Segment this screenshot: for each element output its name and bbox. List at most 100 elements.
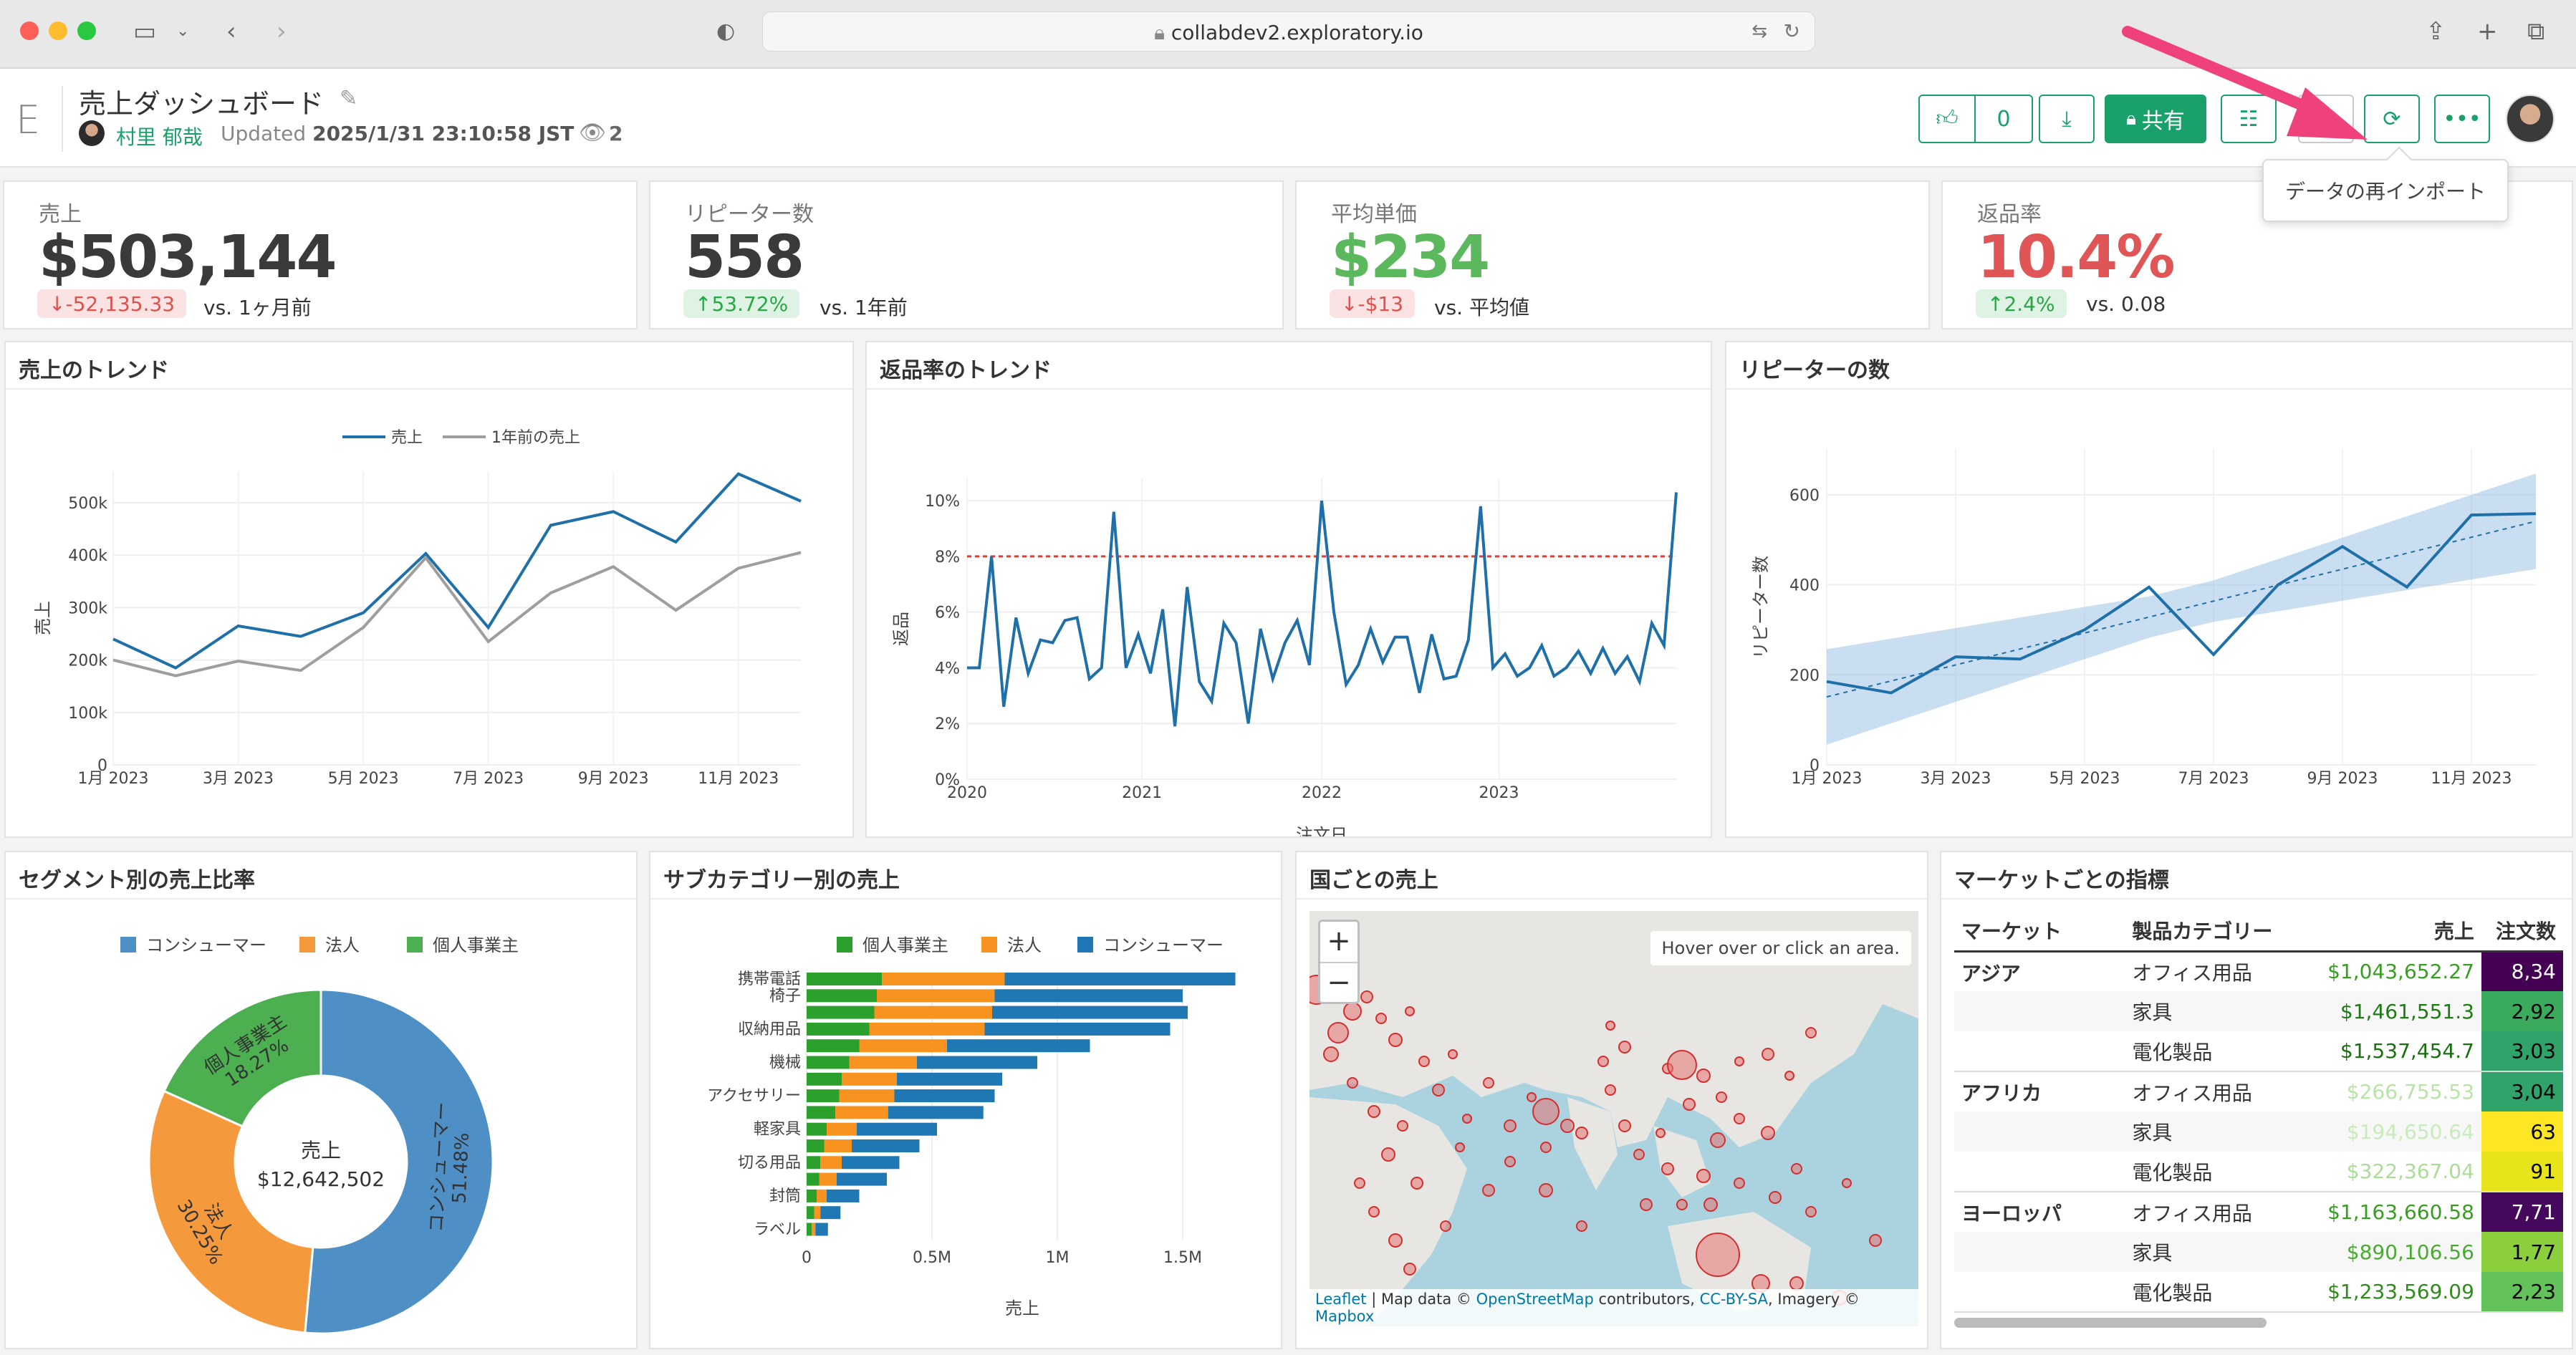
bar-segment bbox=[807, 973, 882, 985]
tab-overview-icon[interactable]: ⧉ bbox=[2527, 17, 2545, 46]
bar-segment bbox=[815, 1223, 828, 1236]
user-avatar[interactable] bbox=[2506, 95, 2555, 143]
land-eurasia bbox=[1309, 911, 1918, 1147]
column-header-category[interactable]: 製品カテゴリー bbox=[2125, 911, 2304, 953]
zoom-in-button[interactable]: + bbox=[1327, 925, 1351, 958]
like-count: 0 bbox=[1996, 106, 2011, 132]
orders-cell: 1,77 bbox=[2481, 1232, 2563, 1272]
kpi-card-sales[interactable]: 売上 $503,144 ↓ -52,135.33 vs. 1ヶ月前 bbox=[3, 180, 638, 329]
bar-segment bbox=[994, 989, 1183, 1003]
column-header-sales[interactable]: 売上 bbox=[2303, 911, 2481, 953]
like-button[interactable]: 👍︎ 0 bbox=[1918, 95, 2033, 143]
download-button[interactable]: ⤓ bbox=[2039, 95, 2095, 143]
sales-cell: $1,461,551.3 bbox=[2340, 999, 2474, 1023]
x-tick-label: 2021 bbox=[1122, 784, 1162, 802]
reimport-button[interactable]: ⟳ bbox=[2364, 95, 2420, 143]
sales-cell: $322,367.04 bbox=[2303, 1152, 2481, 1192]
more-button[interactable]: ••• bbox=[2434, 95, 2490, 143]
leaflet-link[interactable]: Leaflet bbox=[1315, 1291, 1367, 1308]
orders-cell: 63 bbox=[2481, 1112, 2563, 1152]
series-line bbox=[967, 492, 1678, 727]
market-cell: アジア bbox=[1961, 961, 2021, 985]
refresh-icon: ⟳ bbox=[2383, 106, 2401, 132]
zoom-out-button[interactable]: − bbox=[1320, 962, 1357, 1002]
app-header: E 売上ダッシュボード ✎ 村里 郁哉 Updated 2025/1/31 23… bbox=[0, 69, 2576, 168]
osm-link[interactable]: OpenStreetMap bbox=[1476, 1291, 1594, 1308]
address-bar[interactable]: 🔒︎ collabdev2.exploratory.io ⇆ ↻ bbox=[762, 11, 1815, 52]
orders-cell: 2,92 bbox=[2481, 991, 2563, 1031]
repeaters-chart[interactable]: 0 200 400 600 1月 2023 3月 2023 5月 2023 7月 2023 9月… bbox=[1726, 392, 2572, 836]
market-cell bbox=[1954, 1112, 2125, 1152]
sales-trend-chart[interactable]: 0 100k 200k 300k 400k 500k 1月 2023 3月 2023 5月 20… bbox=[6, 392, 851, 836]
bar-segment bbox=[842, 1156, 900, 1170]
x-tick-label: 1月 2023 bbox=[1792, 770, 1863, 788]
new-tab-icon[interactable]: + bbox=[2477, 17, 2498, 46]
market-cell: ヨーロッパ bbox=[1961, 1202, 2062, 1225]
x-tick-label: 1月 2023 bbox=[78, 770, 149, 788]
chevron-down-icon[interactable]: ⌄ bbox=[176, 22, 190, 40]
bar-segment bbox=[827, 1189, 860, 1202]
translate-icon[interactable]: ⇆ bbox=[1751, 21, 1767, 42]
app-logo[interactable]: E bbox=[16, 97, 41, 143]
legend-label: コンシューマー bbox=[1103, 935, 1224, 955]
bar-segment bbox=[947, 1039, 1090, 1053]
x-tick-label: 5月 2023 bbox=[2049, 770, 2120, 788]
sales-cell: $1,163,660.58 bbox=[2327, 1200, 2474, 1224]
y-tick-label: 6% bbox=[935, 604, 960, 622]
subcategory-bar-chart[interactable]: 0 0.5M 1M 1.5M 携帯電話椅子収納用品機械アクセサリー軽家具切る用品封筒ラベ… bbox=[650, 902, 1281, 1346]
bar-segment bbox=[807, 1072, 842, 1086]
mapbox-link[interactable]: Mapbox bbox=[1315, 1308, 1375, 1325]
bar-segment bbox=[874, 1006, 992, 1019]
share-button[interactable]: 🔒︎ 共有 bbox=[2105, 95, 2206, 143]
share-icon[interactable]: ⇪ bbox=[2426, 17, 2446, 46]
minimize-window-button[interactable] bbox=[49, 21, 67, 40]
category-cell: 電化製品 bbox=[2125, 1272, 2304, 1313]
bar-segment bbox=[888, 1106, 984, 1119]
kpi-value: $503,144 bbox=[39, 223, 337, 291]
kpi-value: 558 bbox=[685, 223, 804, 291]
kpi-card-repeaters[interactable]: リピーター数 558 ↑ 53.72% vs. 1年前 bbox=[649, 180, 1284, 329]
y-tick-label: 収納用品 bbox=[738, 1021, 801, 1038]
parameters-button[interactable]: ☷ bbox=[2221, 95, 2277, 143]
legend-swatch bbox=[120, 937, 136, 953]
reload-icon[interactable]: ↻ bbox=[1783, 19, 1800, 43]
column-header-orders[interactable]: 注文数 bbox=[2481, 911, 2563, 953]
maximize-window-button[interactable] bbox=[77, 21, 96, 40]
x-tick-label: 0.5M bbox=[913, 1249, 951, 1267]
y-tick-label: 8% bbox=[935, 549, 960, 566]
kpi-delta-badge: ↓ -$13 bbox=[1330, 289, 1416, 318]
legend-swatch bbox=[299, 937, 315, 953]
sidebar-toggle-icon[interactable]: ▭ bbox=[133, 17, 157, 46]
center-value: $12,642,502 bbox=[257, 1167, 385, 1191]
segment-donut-chart[interactable]: コンシューマー51.48%コンシューマー法人30.25%法人個人事業主18.27… bbox=[6, 902, 636, 1346]
imagery-text: , Imagery © bbox=[1768, 1291, 1860, 1308]
land-australia bbox=[1668, 1212, 1811, 1312]
pie-slice bbox=[304, 988, 494, 1335]
close-window-button[interactable] bbox=[20, 21, 39, 40]
kpi-delta: 2.4% bbox=[2004, 291, 2055, 316]
kpi-card-avg-price[interactable]: 平均単価 $234 ↓ -$13 vs. 平均値 bbox=[1295, 180, 1930, 329]
edit-icon[interactable]: ✎ bbox=[340, 86, 358, 111]
privacy-shield-icon[interactable]: ◐ bbox=[716, 19, 736, 44]
trend-line bbox=[1826, 520, 2537, 698]
thumbs-up-icon: 👍︎ bbox=[1920, 96, 1976, 142]
map-canvas bbox=[1309, 911, 1918, 1326]
more-icon: ••• bbox=[2443, 106, 2481, 132]
author-avatar bbox=[79, 120, 105, 146]
license-link[interactable]: CC-BY-SA bbox=[1699, 1291, 1769, 1308]
panel-title: 国ごとの売上 bbox=[1309, 868, 1438, 893]
center-label: 売上 bbox=[301, 1139, 341, 1162]
legend-label: コンシューマー bbox=[146, 935, 266, 955]
contributors-text: contributors, bbox=[1598, 1291, 1695, 1308]
y-tick-label: 100k bbox=[68, 705, 107, 723]
author-name[interactable]: 村里 郁哉 bbox=[116, 125, 203, 149]
return-trend-chart[interactable]: 0% 2% 4% 6% 8% 10% 2020 2021 2022 2023 注文日 返品 bbox=[867, 392, 1709, 836]
arrow-shaft bbox=[2122, 26, 2330, 120]
back-icon[interactable]: ‹ bbox=[226, 17, 236, 46]
horizontal-scrollbar[interactable] bbox=[1954, 1318, 2267, 1328]
country-map[interactable]: + − Hover over or click an area. Leaflet… bbox=[1309, 911, 1918, 1326]
bar-segment bbox=[807, 1106, 836, 1119]
forward-icon[interactable]: › bbox=[277, 17, 287, 46]
bar-segment bbox=[849, 1056, 917, 1069]
column-header-market[interactable]: マーケット bbox=[1954, 911, 2125, 953]
